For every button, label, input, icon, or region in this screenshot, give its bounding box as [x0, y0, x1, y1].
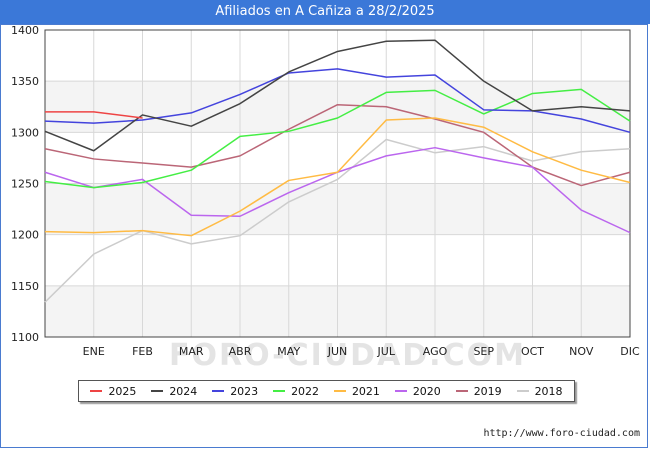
y-tick-label: 1300 [11, 126, 39, 139]
legend-swatch [90, 390, 103, 392]
x-tick-label: FEB [132, 345, 153, 358]
legend-swatch [151, 390, 164, 392]
watermark: FORO-CIUDAD.COM [169, 338, 526, 373]
legend-item-2019: 2019 [455, 384, 502, 398]
legend-item-2023: 2023 [212, 385, 258, 398]
legend-swatch [273, 390, 286, 392]
legend-label: 2018 [534, 384, 563, 398]
x-tick-label: OCT [521, 345, 544, 358]
y-tick-label: 1250 [11, 178, 39, 191]
legend-item-2025: 2025 [90, 385, 136, 398]
x-tick-label: MAY [277, 345, 300, 358]
legend-swatch [394, 390, 407, 392]
x-tick-label: DIC [620, 345, 640, 358]
chart-title: Afiliados en A Cañiza a 28/2/2025 [0, 0, 650, 24]
x-tick-label: NOV [569, 345, 594, 358]
legend-item-2022: 2022 [273, 385, 319, 398]
series-line-2021 [44, 117, 631, 237]
x-tick-label: ABR [229, 345, 252, 358]
y-tick-label: 1400 [11, 24, 39, 37]
legend-label: 2019 [473, 384, 502, 398]
legend-swatch [516, 390, 529, 392]
x-tick-label: MAR [179, 345, 204, 358]
series-line-2025 [45, 111, 143, 119]
legend-item-2021: 2021 [333, 384, 380, 398]
legend-label: 2024 [169, 384, 198, 398]
legend-label: 2022 [291, 384, 320, 398]
legend-swatch [455, 390, 468, 392]
legend-label: 2020 [412, 384, 441, 398]
legend: 2025 2024 2023 2022 2021 2020 2019 2018 [78, 380, 575, 402]
x-tick-label: SEP [473, 345, 494, 358]
series-line-2024 [44, 39, 631, 152]
legend-swatch [333, 390, 346, 392]
x-tick-label: ENE [83, 345, 105, 358]
y-tick-label: 1200 [11, 229, 39, 242]
x-tick-label: JUN [327, 345, 348, 358]
series-line-2022 [44, 88, 631, 189]
plot-border [44, 29, 631, 338]
legend-label: 2023 [230, 384, 259, 398]
legend-label: 2025 [108, 384, 137, 398]
legend-item-2020: 2020 [394, 384, 441, 398]
x-tick-label: AGO [423, 345, 448, 358]
legend-label: 2021 [351, 384, 380, 398]
y-tick-label: 1350 [11, 75, 39, 88]
legend-item-2018: 2018 [516, 384, 563, 398]
x-tick-label: JUL [377, 345, 396, 358]
y-tick-label: 1150 [11, 280, 39, 293]
y-tick-label: 1100 [11, 331, 39, 344]
footer-url: http://www.foro-ciudad.com [483, 428, 640, 439]
legend-item-2024: 2024 [151, 385, 197, 398]
legend-swatch [212, 390, 225, 392]
